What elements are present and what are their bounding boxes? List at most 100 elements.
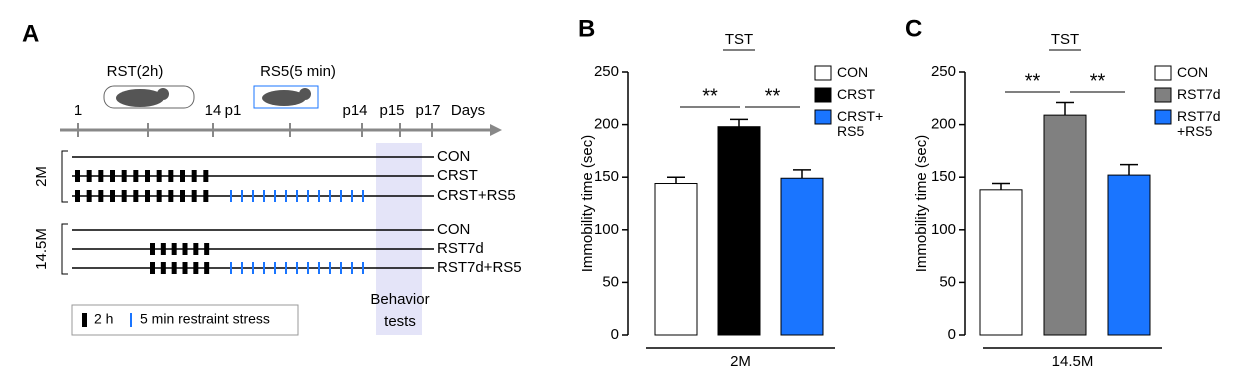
protocol-label: CRST [437, 167, 478, 184]
significance-label: ** [1090, 70, 1106, 92]
protocol-label: RS5(5 min) [260, 63, 336, 80]
stress-tick [285, 262, 287, 274]
x-axis-label: 14.5M [1052, 353, 1094, 370]
legend-text: RST7d +RS5 [1177, 108, 1221, 139]
bar [654, 183, 698, 336]
bar [1107, 174, 1151, 336]
stress-block [75, 170, 80, 182]
y-tick-label: 50 [602, 273, 619, 290]
legend-swatch [814, 65, 832, 81]
panel-label: A [22, 20, 39, 47]
timeline-unit: Days [451, 102, 485, 119]
y-tick-label: 100 [594, 221, 619, 238]
stress-tick [263, 262, 265, 274]
stress-block [171, 262, 177, 274]
stress-tick [230, 262, 232, 274]
stress-tick [274, 262, 276, 274]
stress-block [98, 170, 104, 182]
protocol-label: RST7d+RS5 [437, 259, 522, 276]
stress-tick [351, 262, 353, 274]
stress-block [168, 190, 174, 202]
stress-block [160, 262, 166, 274]
shaded-label: tests [384, 313, 416, 330]
stress-block [191, 170, 197, 182]
y-tick-label: 150 [931, 168, 956, 185]
legend-swatch [814, 109, 832, 125]
chart-title: TST [725, 31, 753, 48]
legend-text: CON [837, 64, 869, 80]
timeline-label: 1 [74, 102, 82, 119]
y-tick-label: 0 [611, 326, 619, 343]
stress-block [110, 170, 115, 182]
stress-block [121, 190, 127, 202]
legend-swatch [130, 313, 132, 327]
stress-block [193, 262, 199, 274]
stress-block [180, 190, 185, 202]
bar [1043, 114, 1087, 336]
protocol-label: CON [437, 148, 470, 165]
legend-swatch [82, 313, 87, 327]
timeline-label: 14 [205, 102, 222, 119]
significance-label: ** [702, 85, 718, 107]
shaded-label: Behavior [370, 291, 429, 308]
y-axis-label: Immobility time (sec) [913, 135, 930, 273]
bar [979, 189, 1023, 336]
y-tick-label: 200 [931, 116, 956, 133]
stress-tick [252, 190, 254, 202]
stress-block [98, 190, 104, 202]
stress-tick [241, 190, 243, 202]
stress-tick [230, 190, 232, 202]
stress-tick [362, 262, 364, 274]
legend-swatch [1154, 87, 1172, 103]
timeline-label: p17 [415, 102, 440, 119]
stress-tick [307, 262, 309, 274]
chart-title: TST [1051, 31, 1079, 48]
stress-block [160, 243, 166, 255]
legend-text: 2 h [94, 311, 113, 327]
legend-text: CON [1177, 64, 1209, 80]
legend-swatch [814, 87, 832, 103]
y-tick-label: 250 [931, 63, 956, 80]
stress-tick [296, 262, 298, 274]
legend-text: 5 min restraint stress [140, 311, 270, 327]
group-label: 14.5M [33, 228, 50, 270]
stress-block [86, 170, 92, 182]
y-tick-label: 0 [948, 326, 956, 343]
protocol-label: CON [437, 221, 470, 238]
stress-block [168, 170, 174, 182]
legend-box [71, 304, 299, 336]
stress-tick [318, 262, 320, 274]
y-axis-label: Immobility time (sec) [579, 135, 596, 273]
stress-block [110, 190, 115, 202]
stress-tick [340, 190, 342, 202]
stress-tick [263, 190, 265, 202]
legend-swatch [1154, 109, 1172, 125]
significance-label: ** [1025, 70, 1041, 92]
timeline-label: p1 [225, 102, 242, 119]
stress-block [204, 262, 210, 274]
stress-block [171, 243, 177, 255]
stress-tick [362, 190, 364, 202]
legend-text: RST7d [1177, 86, 1221, 102]
legend-text: CRST+ RS5 [837, 108, 884, 139]
arrow-head [490, 124, 502, 136]
stress-tick [351, 190, 353, 202]
stress-block [86, 190, 92, 202]
protocol-label: RST(2h) [107, 63, 164, 80]
y-tick-label: 200 [594, 116, 619, 133]
legend-swatch [1154, 65, 1172, 81]
protocol-label: CRST+RS5 [437, 187, 516, 204]
legend-text: CRST [837, 86, 876, 102]
stress-tick [318, 190, 320, 202]
stress-tick [285, 190, 287, 202]
stress-block [145, 190, 150, 202]
stress-block [150, 262, 155, 274]
stress-block [121, 170, 127, 182]
stress-tick [329, 190, 331, 202]
y-tick-label: 100 [931, 221, 956, 238]
stress-block [150, 243, 155, 255]
stress-tick [340, 262, 342, 274]
group-label: 2M [33, 166, 50, 187]
